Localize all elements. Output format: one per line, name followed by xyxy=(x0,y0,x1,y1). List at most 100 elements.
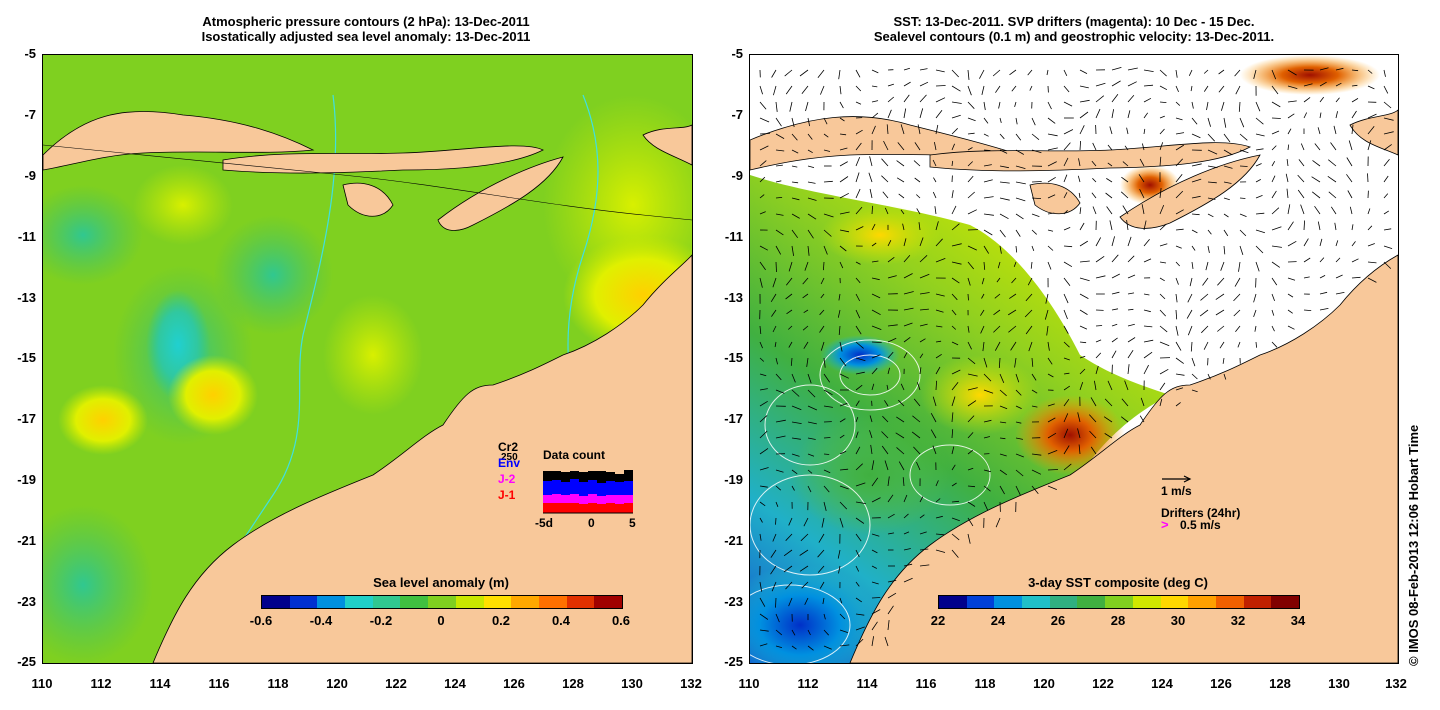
right-colorbar-title: 3-day SST composite (deg C) xyxy=(1028,575,1208,590)
velocity-arrow xyxy=(1191,389,1198,393)
legend-bar-segment xyxy=(552,471,561,480)
drifters-scale-label: 0.5 m/s xyxy=(1180,518,1221,532)
velocity-arrow xyxy=(999,373,1005,384)
left-x-tick: 128 xyxy=(562,676,584,691)
velocity-arrow xyxy=(935,325,943,328)
right-cb-tick: 22 xyxy=(930,613,946,628)
colorbar-segment xyxy=(372,596,401,608)
velocity-arrow xyxy=(839,85,842,95)
drifter-scale-arrow: > xyxy=(1161,517,1169,532)
velocity-arrow xyxy=(788,325,793,330)
velocity-arrow xyxy=(979,69,985,79)
velocity-arrow xyxy=(1063,142,1071,151)
velocity-arrow xyxy=(967,209,977,215)
velocity-arrow xyxy=(967,533,971,544)
velocity-arrow xyxy=(1077,412,1081,423)
velocity-arrow xyxy=(871,277,880,281)
velocity-arrow xyxy=(1031,405,1038,408)
velocity-arrow xyxy=(839,517,844,528)
velocity-arrow xyxy=(868,172,873,183)
velocity-arrow xyxy=(1079,381,1084,391)
left-y-tick: -7 xyxy=(24,107,36,122)
velocity-arrow xyxy=(775,197,783,199)
legend-bar-segment xyxy=(597,483,606,496)
sea-level-anomaly-map[interactable]: Cr2 250 Env J-2 J-1 Data count -5d 0 5 S… xyxy=(42,54,693,664)
velocity-arrow xyxy=(1223,181,1232,184)
velocity-arrow xyxy=(1287,100,1297,103)
velocity-arrow xyxy=(1300,143,1305,151)
left-cb-tick: -0.4 xyxy=(309,613,333,628)
velocity-arrow xyxy=(1031,469,1042,475)
velocity-arrow xyxy=(791,421,802,424)
velocity-arrow xyxy=(1063,385,1071,391)
velocity-arrow xyxy=(871,112,879,119)
velocity-arrow xyxy=(1191,178,1202,183)
velocity-arrow xyxy=(983,179,993,183)
anomaly-high-west xyxy=(58,385,148,455)
velocity-arrow xyxy=(887,580,897,583)
left-cb-tick: -0.6 xyxy=(249,613,273,628)
velocity-arrow xyxy=(994,293,1001,299)
velocity-arrow xyxy=(1143,258,1152,263)
velocity-arrow xyxy=(1047,101,1052,110)
velocity-arrow xyxy=(1223,373,1227,380)
velocity-arrow xyxy=(1191,163,1202,167)
sst-map[interactable]: 1 m/s Drifters (24hr) > 0.5 m/s 3-day SS… xyxy=(749,54,1399,664)
velocity-arrow xyxy=(930,429,937,439)
velocity-arrow xyxy=(855,501,866,504)
velocity-arrow xyxy=(855,69,861,78)
velocity-arrow xyxy=(823,469,831,474)
velocity-arrow xyxy=(1303,112,1308,119)
velocity-arrow xyxy=(1127,364,1130,375)
velocity-arrow xyxy=(855,416,859,423)
colorbar-segment xyxy=(538,596,567,608)
velocity-arrow xyxy=(786,309,793,315)
velocity-arrow xyxy=(983,357,988,368)
velocity-arrow xyxy=(770,549,777,558)
velocity-arrow xyxy=(1047,417,1056,423)
velocity-arrow xyxy=(1063,157,1069,167)
velocity-arrow xyxy=(807,165,815,168)
velocity-arrow xyxy=(967,191,975,199)
drifters-label: Drifters (24hr) xyxy=(1161,506,1240,520)
velocity-arrow xyxy=(839,245,847,252)
velocity-arrow xyxy=(759,485,768,488)
legend-bar-segment xyxy=(561,495,570,503)
velocity-arrow xyxy=(1383,85,1389,94)
velocity-arrow xyxy=(775,389,785,394)
velocity-arrow xyxy=(871,565,877,569)
colorbar-segment xyxy=(1105,596,1133,608)
sea-level-contours xyxy=(750,339,991,663)
velocity-arrow xyxy=(839,211,850,215)
velocity-arrow xyxy=(1103,416,1113,423)
velocity-arrow xyxy=(992,69,1001,77)
velocity-arrow xyxy=(1047,194,1056,199)
velocity-arrow xyxy=(1111,80,1121,87)
velocity-arrow xyxy=(1111,109,1114,119)
left-cb-tick: 0 xyxy=(437,613,445,628)
velocity-arrow xyxy=(1271,145,1277,151)
velocity-arrow xyxy=(1201,325,1209,334)
velocity-arrow xyxy=(1015,421,1022,424)
velocity-arrow xyxy=(1045,293,1049,304)
velocity-arrow xyxy=(1095,255,1105,263)
velocity-arrow xyxy=(1199,309,1209,317)
right-x-tick: 118 xyxy=(974,676,996,691)
velocity-arrow xyxy=(1079,125,1085,135)
velocity-arrow xyxy=(759,357,765,362)
velocity-arrow xyxy=(1239,133,1248,141)
left-y-tick: -9 xyxy=(24,168,36,183)
legend-bar-segment xyxy=(579,482,588,496)
velocity-arrow xyxy=(999,485,1005,495)
velocity-arrow xyxy=(839,192,849,199)
velocity-arrow xyxy=(1015,485,1021,496)
right-title-line1: SST: 13-Dec-2011. SVP drifters (magenta)… xyxy=(893,14,1255,29)
velocity-arrow xyxy=(807,373,812,384)
legend-axis-zero: 0 xyxy=(588,516,595,530)
left-cb-tick: 0.6 xyxy=(611,613,631,628)
velocity-arrow xyxy=(967,101,975,109)
colorbar-segment xyxy=(566,596,595,608)
velocity-arrow xyxy=(1287,113,1295,119)
velocity-arrow xyxy=(871,354,881,359)
velocity-arrow xyxy=(1047,432,1057,439)
